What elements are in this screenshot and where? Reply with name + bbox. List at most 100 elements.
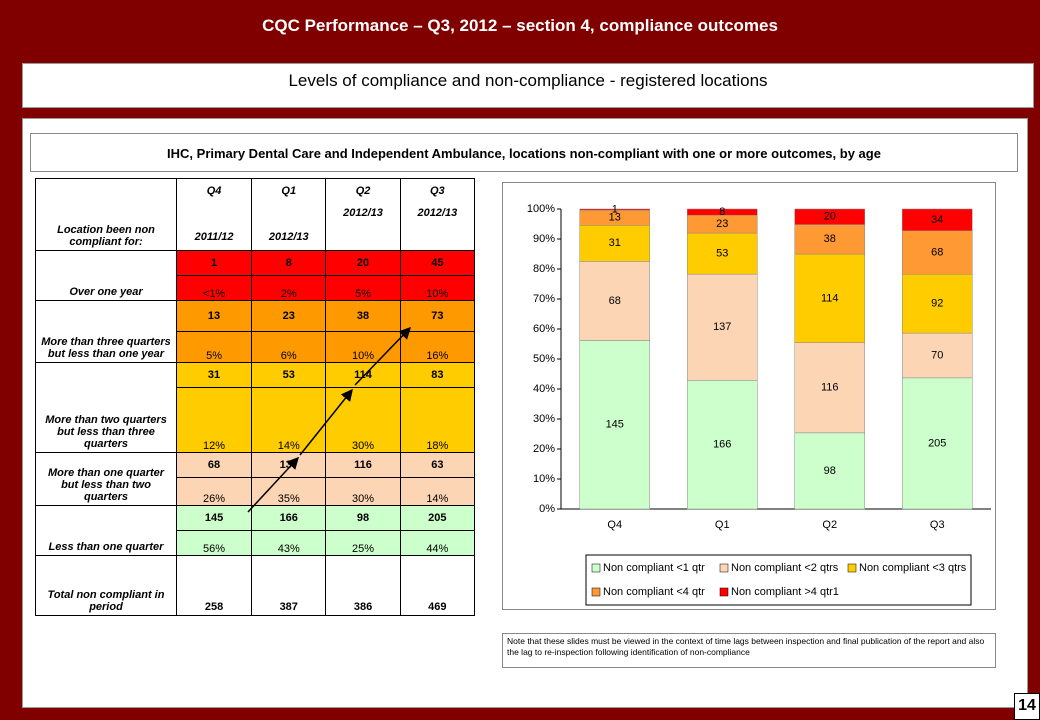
bar-segment — [902, 332, 973, 379]
data-label: 20 — [824, 211, 836, 223]
share-cell: 14% — [251, 387, 327, 453]
count-cell: 116 — [325, 452, 401, 478]
count-cell: 205 — [399, 505, 476, 531]
data-label: 68 — [931, 246, 943, 258]
data-label: 8 — [719, 206, 725, 218]
chart: 0% 10% 20% 30% 40% 50% 60% 70% 80% 90% 100% Q4 145 68… — [527, 203, 991, 606]
data-label: 70 — [931, 349, 943, 361]
share-cell: 26% — [175, 477, 253, 506]
share-cell: 12% — [175, 387, 253, 453]
table-row: <1% 2% 5% 10% — [36, 275, 476, 301]
y-tick-label: 10% — [533, 473, 555, 485]
table-row: 56% 43% 25% 44% — [36, 530, 476, 556]
share-cell: 5% — [325, 275, 401, 301]
bar-segment — [579, 261, 650, 341]
total-cell: 258 — [175, 555, 253, 616]
share-cell: 30% — [325, 387, 401, 453]
count-cell: 114 — [325, 362, 401, 388]
column-quarter: Q2 — [355, 185, 371, 197]
count-cell: 83 — [399, 362, 476, 388]
x-tick-label: Q3 — [930, 519, 945, 531]
row-label: More than three quarters but less than o… — [35, 300, 177, 363]
count-cell: 23 — [251, 300, 327, 332]
row-label: More than one quarter but less than two … — [35, 452, 177, 506]
data-label: 98 — [824, 465, 836, 477]
bar-segment — [794, 224, 865, 255]
share-cell: 25% — [325, 530, 401, 556]
legend-label: Non compliant <3 qtrs — [859, 562, 967, 574]
column-header: Q4 2011/12 — [175, 178, 253, 251]
column-quarter: Q4 — [206, 185, 222, 197]
bar-segment — [794, 208, 865, 225]
share-cell: 16% — [399, 331, 476, 363]
bar-segment — [687, 208, 758, 216]
legend-swatch — [591, 563, 601, 573]
column-year: 2012/13 — [417, 207, 458, 219]
count-cell: 166 — [251, 505, 327, 531]
column-header: Q3 2012/13 — [399, 178, 476, 251]
data-label: 53 — [716, 247, 728, 259]
bar-segment — [579, 340, 650, 510]
total-cell: 387 — [251, 555, 327, 616]
data-label: 116 — [821, 382, 839, 394]
row-label: Total non compliant in period — [35, 555, 177, 616]
table-row: Total non compliant in period 258 387 386 46… — [35, 555, 476, 616]
row-label: Over one year — [35, 250, 177, 301]
table-row: More than one quarter but less than two … — [35, 452, 476, 506]
data-label: 34 — [931, 214, 943, 226]
panel-title: IHC, Primary Dental Care and Independent… — [30, 133, 1018, 172]
count-cell: 8 — [251, 250, 327, 276]
x-tick-label: Q2 — [822, 519, 837, 531]
bar-segment — [687, 380, 758, 510]
share-cell: 56% — [175, 530, 253, 556]
column-header: Q1 2012/13 — [251, 178, 327, 251]
share-cell: 2% — [251, 275, 327, 301]
bar-segment — [579, 208, 650, 211]
y-tick-label: 50% — [533, 353, 555, 365]
bar-segment — [687, 273, 758, 381]
share-cell: 6% — [251, 331, 327, 363]
total-cell: 386 — [325, 555, 401, 616]
count-cell: 68 — [175, 452, 253, 478]
legend-swatch — [847, 563, 857, 573]
page-number: 14 — [1014, 693, 1040, 720]
count-cell: 31 — [175, 362, 253, 388]
slide-title: CQC Performance – Q3, 2012 – section 4, … — [262, 16, 778, 35]
share-cell: 10% — [399, 275, 476, 301]
share-cell: 35% — [251, 477, 327, 506]
data-label: 1 — [612, 203, 618, 215]
legend-label: Non compliant <4 qtr — [603, 586, 705, 598]
count-cell: 73 — [399, 300, 476, 332]
count-cell: 137 — [251, 452, 327, 478]
row-label: Less than one quarter — [35, 505, 177, 556]
count-cell: 13 — [175, 300, 253, 332]
y-tick-label: 0% — [539, 503, 555, 515]
y-tick-label: 70% — [533, 293, 555, 305]
column-quarter: Q1 — [281, 185, 297, 197]
y-tick-label: 90% — [533, 233, 555, 245]
share-cell: 5% — [175, 331, 253, 363]
count-cell: 45 — [399, 250, 476, 276]
count-cell: 63 — [399, 452, 476, 478]
share-cell: <1% — [175, 275, 253, 301]
bar-segment — [794, 432, 865, 510]
count-cell: 98 — [325, 505, 401, 531]
bar-segment — [687, 232, 758, 275]
data-table: Location been non compliant for: Q4 2011/1… — [35, 178, 476, 616]
legend-swatch — [591, 587, 601, 597]
count-cell: 53 — [251, 362, 327, 388]
legend-label: Non compliant <1 qtr — [603, 562, 705, 574]
column-quarter: Q3 — [429, 185, 445, 197]
bar-segment — [902, 377, 973, 510]
subtitle: Levels of compliance and non-compliance … — [22, 63, 1034, 108]
share-cell: 43% — [251, 530, 327, 556]
column-year: 2011/12 — [194, 231, 234, 243]
y-tick-label: 100% — [527, 203, 555, 215]
table-row: Location been non compliant for: Q4 2011/1… — [35, 178, 476, 251]
bar-segment — [794, 342, 865, 434]
y-tick-label: 30% — [533, 413, 555, 425]
column-year: 2012/13 — [268, 231, 309, 243]
corner-label: Location been non compliant for: — [35, 178, 177, 251]
data-label: 23 — [716, 218, 728, 230]
count-cell: 38 — [325, 300, 401, 332]
